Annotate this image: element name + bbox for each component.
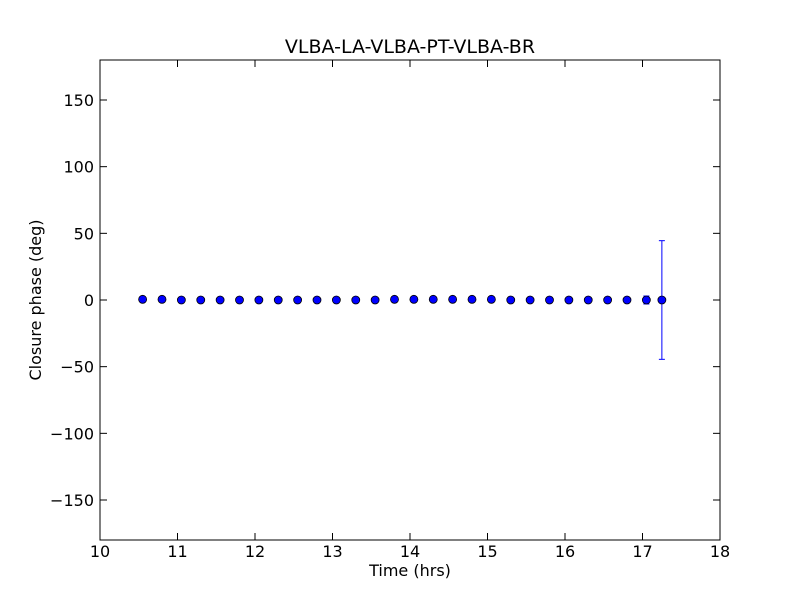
- x-tick-label: 16: [555, 542, 575, 561]
- axis-ticks: 10 11 12 13 14 15 16 17 18 −150 −100 −50 0 50 100 150: [50, 60, 730, 561]
- x-axis-label: Time (hrs): [368, 561, 451, 580]
- x-tick-label: 11: [167, 542, 187, 561]
- data-point: [370, 295, 380, 305]
- data-point: [196, 295, 206, 305]
- data-point: [603, 295, 613, 305]
- data-point: [564, 295, 574, 305]
- data-point: [176, 295, 186, 305]
- data-point: [215, 295, 225, 305]
- y-tick-label: 100: [63, 158, 94, 177]
- data-point: [545, 295, 554, 305]
- data-point: [138, 294, 148, 304]
- y-tick-label: −50: [60, 358, 94, 377]
- x-tick-label: 17: [632, 542, 652, 561]
- x-tick-label: 18: [710, 542, 730, 561]
- x-tick-label: 15: [477, 542, 497, 561]
- y-tick-label: −100: [50, 424, 94, 443]
- data-point: [525, 295, 535, 305]
- data-point: [157, 294, 167, 304]
- data-point: [351, 295, 361, 305]
- data-point: [312, 295, 322, 305]
- chart-title: VLBA-LA-VLBA-PT-VLBA-BR: [285, 36, 535, 58]
- data-point: [583, 295, 593, 305]
- data-point: [390, 294, 399, 304]
- data-point: [235, 295, 244, 305]
- data-point: [486, 294, 496, 304]
- data-point: [428, 294, 438, 304]
- data-point: [657, 295, 667, 305]
- y-tick-label: 50: [74, 224, 94, 243]
- data-point: [254, 295, 264, 305]
- data-point: [273, 295, 283, 305]
- x-tick-label: 10: [90, 542, 110, 561]
- data-point: [293, 295, 303, 305]
- data-point: [641, 295, 651, 305]
- data-point: [331, 295, 341, 305]
- data-point: [506, 295, 516, 305]
- data-point: [622, 295, 632, 305]
- data-point: [467, 294, 477, 304]
- data-points: [138, 294, 667, 305]
- data-point: [409, 294, 419, 304]
- x-tick-label: 12: [245, 542, 265, 561]
- x-tick-label: 13: [322, 542, 342, 561]
- y-tick-label: 0: [84, 291, 94, 310]
- y-tick-label: −150: [50, 491, 94, 510]
- y-axis-label: Closure phase (deg): [26, 219, 45, 380]
- y-tick-label: 150: [63, 91, 94, 110]
- data-point: [448, 294, 458, 304]
- x-tick-label: 14: [400, 542, 420, 561]
